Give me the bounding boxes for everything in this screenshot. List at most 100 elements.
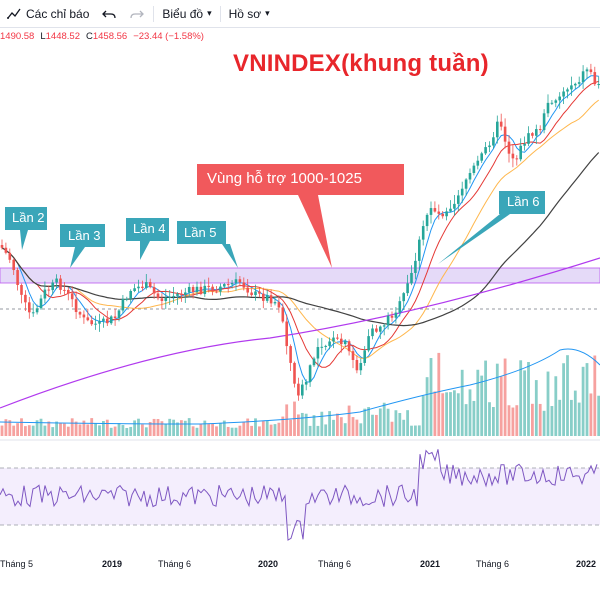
volume-bar [410,425,413,436]
volume-bar [480,375,484,436]
candle-body [519,145,522,160]
candle-body [223,284,226,287]
candle-body [20,284,23,295]
volume-bar [320,411,324,436]
callout-lan-4 [126,218,169,260]
chart-type-menu[interactable]: Biểu đồ ▾ [156,0,217,27]
volume-average-line [0,348,600,425]
callout-label: Lần 6 [507,194,540,209]
candle-body [581,71,585,83]
volume-bar [51,427,55,436]
volume-bar [371,414,374,436]
volume-bar [367,407,370,436]
candle-body [28,302,31,313]
volume-bar [527,362,530,436]
candle-body [90,320,93,325]
candle-body [262,293,265,301]
candle-body [199,286,203,295]
moving-averages [0,75,600,409]
volume-bar [355,419,359,436]
volume-bar [445,392,448,436]
rsi-line [0,449,598,541]
candle-body [511,153,515,159]
volume-bar [456,393,460,436]
candlesticks [0,63,600,401]
time-axis[interactable]: Tháng 5 2019 Tháng 6 2020 Tháng 6 2021 T… [0,556,600,600]
volume-bar [12,425,16,436]
axis-tick: 2022 [576,559,597,569]
candle-body [340,338,343,345]
candle-body [86,317,90,321]
candle-body [164,297,168,301]
candle-body [468,173,472,180]
redo-button[interactable] [123,0,151,27]
candle-body [67,289,70,294]
callout-label: Lần 3 [68,228,101,243]
candle-body [574,83,577,86]
volume-bar [546,371,550,436]
candle-body [203,285,207,295]
callout-label: Lần 2 [12,210,45,225]
candle-body [597,84,600,86]
volume-bar [336,413,339,436]
volume-bar [105,419,109,436]
volume-bar [160,421,164,436]
volume-bar [109,427,113,436]
candle-body [336,337,339,339]
indicators-button[interactable]: Các chỉ báo [0,0,95,27]
candle-body [35,308,39,313]
volume-bar [519,360,523,436]
volume-bar [141,424,144,436]
candle-body [59,278,62,290]
undo-button[interactable] [95,0,123,27]
volume-bar [31,425,35,436]
candle-body [351,351,355,360]
volume-bar [269,424,273,436]
volume-bar [495,363,499,436]
candle-body [445,211,448,217]
ohlc-close-label: C [85,31,93,42]
candle-body [226,284,230,286]
ohlc-low-label: L [40,31,46,42]
volume-bar [168,418,172,436]
rsi-line [0,449,598,541]
volume-bar [230,427,234,436]
volume-bar [347,405,351,436]
volume-bar [55,421,58,436]
volume-bar [43,425,47,436]
volume-bar [414,425,417,436]
candle-body [538,129,542,131]
candle-body [187,286,191,293]
volume-bar [570,399,573,436]
candle-body [320,346,324,348]
candle-body [133,288,136,292]
volume-bar [219,422,222,436]
caret-down-icon: ▾ [207,8,212,18]
volume-bar [195,427,199,436]
volume-bar [152,418,156,436]
volume-bar [285,404,289,436]
volume-bar [254,418,257,436]
volume-bar [531,403,534,436]
moving-average-line [1,75,599,383]
candle-body [47,289,51,291]
volume-bar [261,420,265,436]
volume-bar [472,400,476,436]
candle-body [234,279,238,283]
candle-body [550,102,554,104]
callout-lan-3 [60,224,105,268]
candle-body [137,286,140,289]
volume-bar [4,419,8,436]
callout-lan-5 [177,221,238,268]
candle-body [285,321,288,347]
candle-body [460,188,464,196]
volume-bar [437,352,441,436]
profile-menu[interactable]: Hồ sơ ▾ [223,0,276,27]
candle-body [160,298,164,301]
axis-tick: Tháng 5 [0,559,34,569]
candle-body [121,298,125,311]
redo-icon [130,10,145,18]
candle-body [106,318,109,324]
volume-bar [542,410,546,436]
